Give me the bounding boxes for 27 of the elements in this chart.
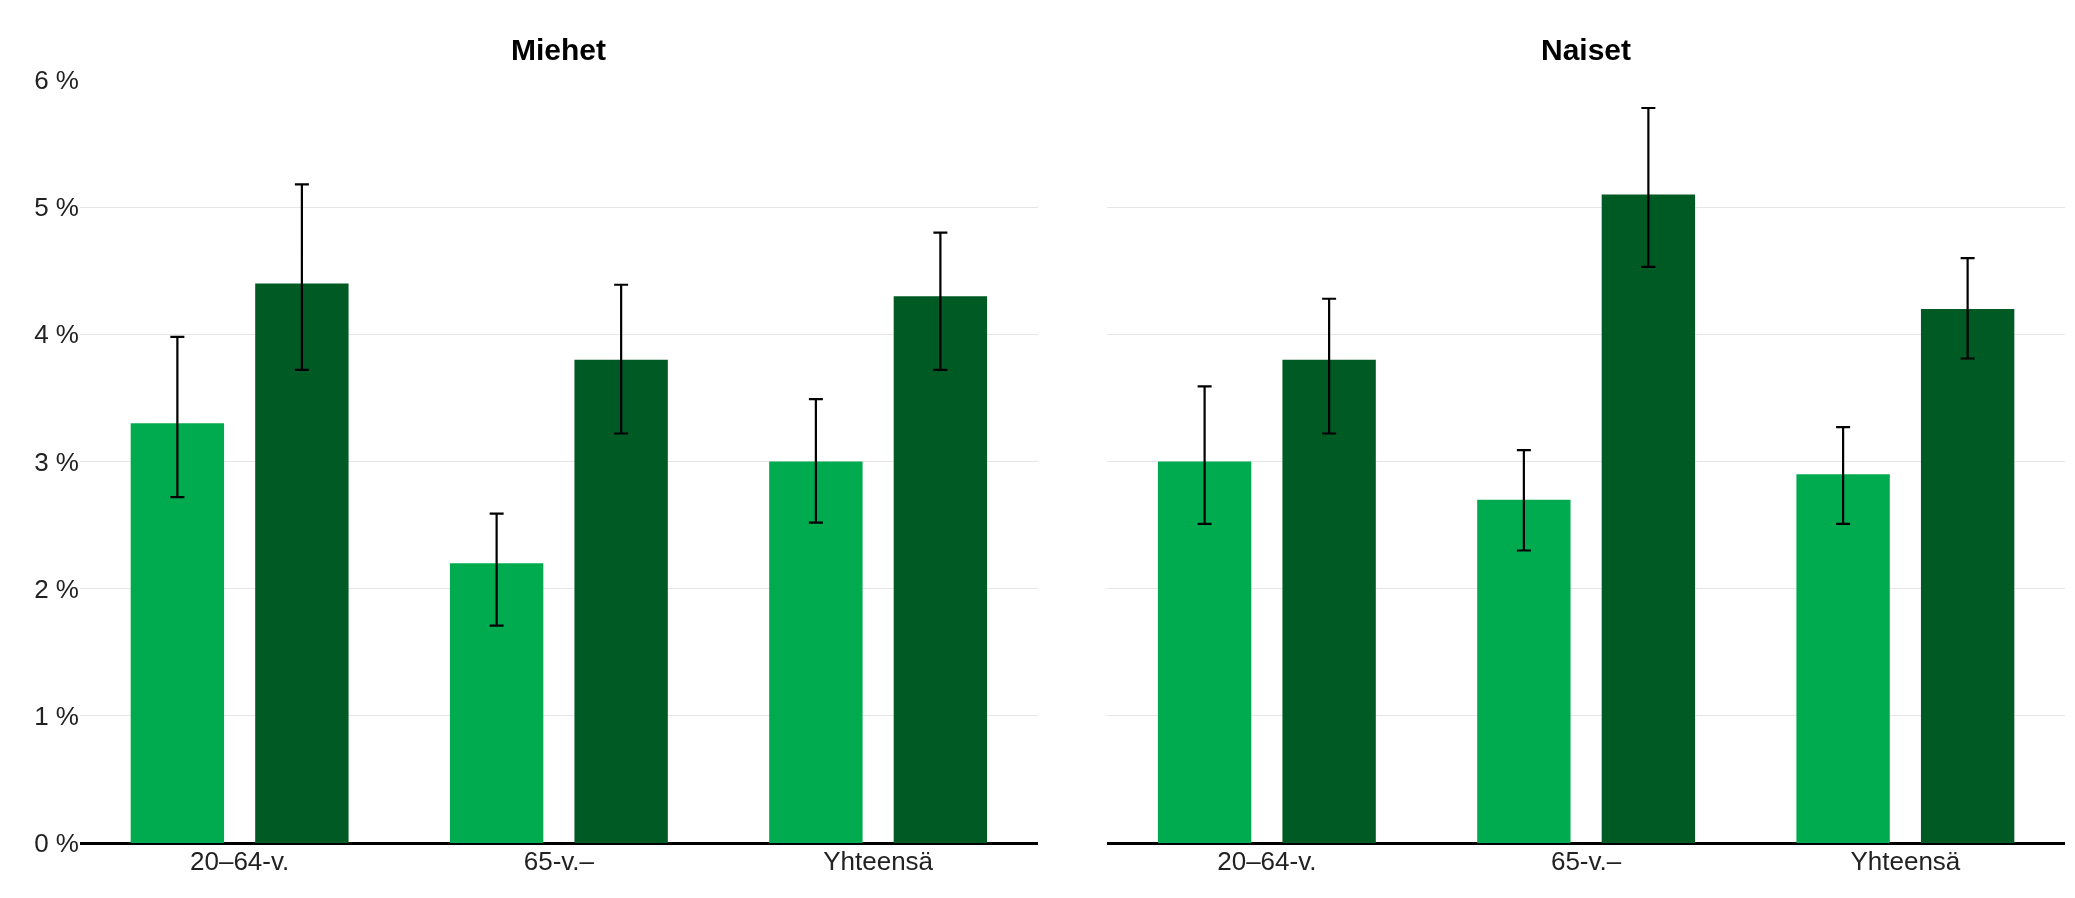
x-tick-label: Yhteensä: [823, 846, 934, 876]
chart-title: Naiset: [1541, 33, 1632, 66]
bar: [574, 359, 668, 843]
bar: [1477, 499, 1571, 843]
bar: [1282, 359, 1376, 843]
bar: [769, 461, 863, 843]
y-tick-label: 5 %: [34, 192, 79, 223]
y-tick-label: 2 %: [34, 573, 79, 604]
x-tick-label: 65-v.–: [1550, 846, 1622, 876]
bar: [893, 296, 988, 843]
bar: [130, 423, 225, 843]
bar: [1601, 194, 1696, 843]
bar: [1920, 308, 2015, 843]
x-tick-label: 20–64-v.: [1217, 846, 1317, 876]
y-tick-label: 3 %: [34, 446, 79, 477]
bar: [449, 563, 544, 843]
x-tick-label: 65-v.–: [523, 846, 595, 876]
bar: [255, 283, 349, 843]
y-tick-label: 0 %: [34, 828, 79, 859]
bar: [1796, 474, 1890, 843]
y-tick-label: 6 %: [34, 65, 79, 96]
x-tick-label: Yhteensä: [1850, 846, 1961, 876]
chart-title: Miehet: [511, 33, 607, 66]
bar: [1157, 461, 1252, 843]
x-tick-label: 20–64-v.: [190, 846, 290, 876]
y-tick-label: 4 %: [34, 319, 79, 350]
y-tick-label: 1 %: [34, 700, 79, 731]
